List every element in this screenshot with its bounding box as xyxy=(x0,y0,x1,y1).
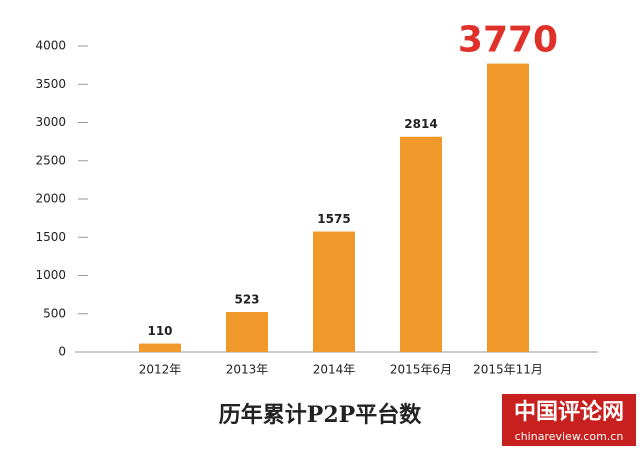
value-label: 523 xyxy=(234,292,259,306)
y-tick-label: 0 xyxy=(58,345,66,359)
value-label: 1575 xyxy=(317,212,350,226)
watermark-box xyxy=(502,394,636,446)
y-tick-label: 500 xyxy=(43,306,66,320)
bar xyxy=(226,311,268,352)
x-tick-label: 2014年 xyxy=(313,363,356,377)
bar xyxy=(487,63,529,352)
value-label: 110 xyxy=(147,324,172,338)
x-tick-label: 2015年6月 xyxy=(390,363,452,377)
y-tick-label: 3500 xyxy=(35,77,66,91)
chart-title: 历年累计P2P平台数 xyxy=(219,402,422,428)
x-tick-label: 2015年11月 xyxy=(473,363,543,377)
y-tick-label: 3000 xyxy=(35,115,66,129)
value-label: 3770 xyxy=(458,20,558,61)
y-tick-label: 2000 xyxy=(35,192,66,206)
y-tick-label: 1000 xyxy=(35,268,66,282)
x-tick-label: 2013年 xyxy=(226,363,269,377)
bar xyxy=(400,136,442,352)
bar xyxy=(313,231,355,352)
y-tick-label: 1500 xyxy=(35,230,66,244)
watermark-url: chinareview.com.cn xyxy=(515,430,624,443)
value-label: 2814 xyxy=(404,117,437,131)
y-tick-label: 4000 xyxy=(35,39,66,53)
x-tick-label: 2012年 xyxy=(139,363,182,377)
bar xyxy=(139,343,181,352)
y-tick-label: 2500 xyxy=(35,153,66,167)
watermark-title: 中国评论网 xyxy=(514,399,624,425)
